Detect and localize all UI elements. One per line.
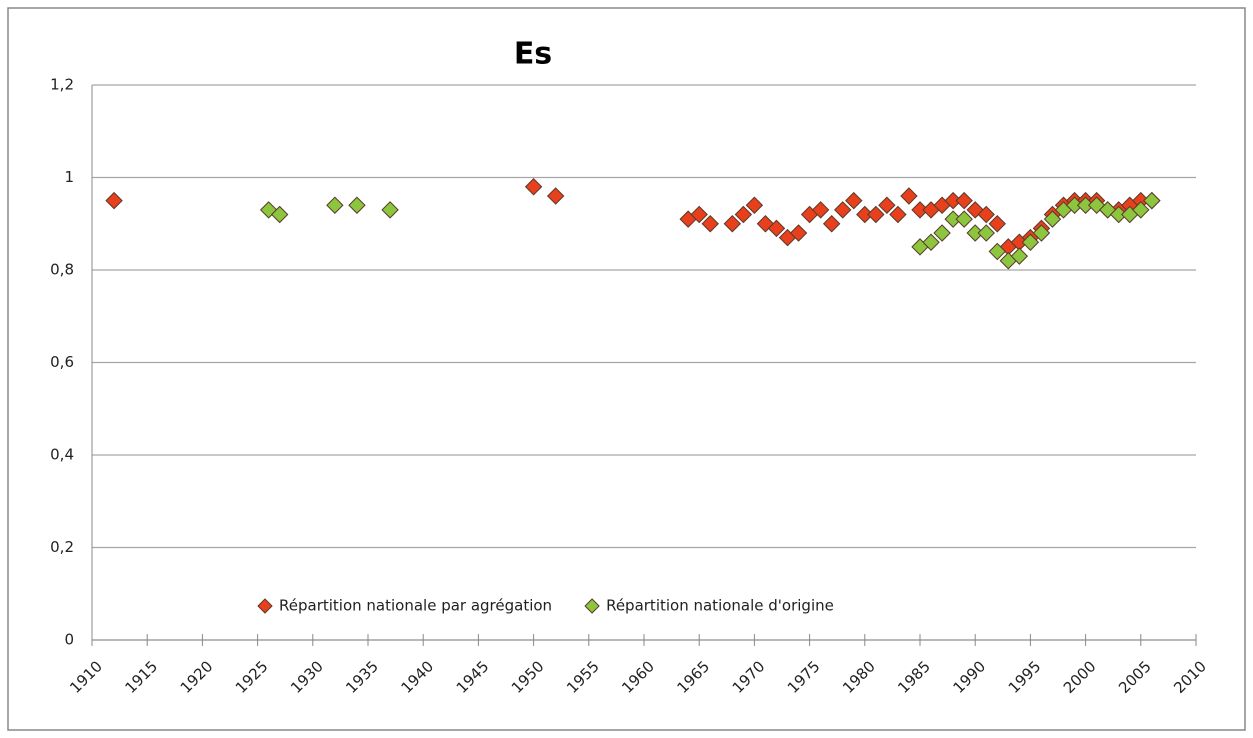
scatter-point — [867, 205, 885, 224]
scatter-point — [723, 215, 742, 233]
scatter-point — [933, 224, 951, 242]
scatter-point — [745, 196, 764, 214]
scatter-point — [889, 205, 907, 224]
scatter-point — [1043, 210, 1062, 228]
scatter-point — [326, 196, 344, 214]
scatter-point — [767, 219, 786, 238]
scatter-point — [381, 201, 399, 219]
scatter-point — [1143, 191, 1161, 210]
chart-frame — [7, 7, 1246, 731]
scatter-point — [789, 224, 808, 242]
scatter-point — [1032, 224, 1051, 242]
legend-marker — [257, 598, 273, 614]
legend-label: Répartition nationale par agrégation — [279, 597, 552, 615]
scatter-point — [834, 201, 852, 219]
y-tick-label: 0,4 — [50, 446, 74, 464]
scatter-point — [811, 201, 830, 219]
scatter-point — [955, 210, 973, 228]
scatter-point — [1010, 247, 1029, 265]
scatter-point — [546, 187, 565, 205]
scatter-point — [922, 233, 940, 251]
y-tick-label: 1 — [64, 168, 74, 186]
legend-label: Répartition nationale d'origine — [606, 597, 834, 615]
scatter-point — [977, 205, 995, 224]
scatter-point — [988, 215, 1006, 233]
scatter-point — [348, 196, 366, 214]
scatter-point — [900, 187, 918, 205]
scatter-point — [1132, 201, 1150, 219]
scatter-point — [1021, 233, 1040, 251]
scatter-point — [845, 191, 863, 210]
scatter-point — [524, 178, 543, 196]
scatter-point — [878, 196, 896, 214]
chart-title: Es — [514, 37, 552, 72]
scatter-point — [270, 205, 289, 224]
scatter-point — [701, 215, 719, 233]
scatter-point — [822, 215, 841, 233]
scatter-point — [977, 224, 995, 242]
y-tick-label: 0,8 — [50, 261, 74, 279]
scatter-point — [955, 191, 973, 210]
y-tick-label: 1,2 — [50, 76, 74, 94]
y-tick-label: 0,2 — [50, 538, 74, 556]
scatter-point — [988, 242, 1006, 261]
scatter-point — [105, 191, 123, 210]
y-tick-label: 0 — [64, 631, 74, 649]
y-tick-label: 0,6 — [50, 353, 74, 371]
legend-marker — [584, 598, 600, 614]
scatter-point — [690, 205, 708, 224]
scatter-point — [734, 205, 753, 224]
